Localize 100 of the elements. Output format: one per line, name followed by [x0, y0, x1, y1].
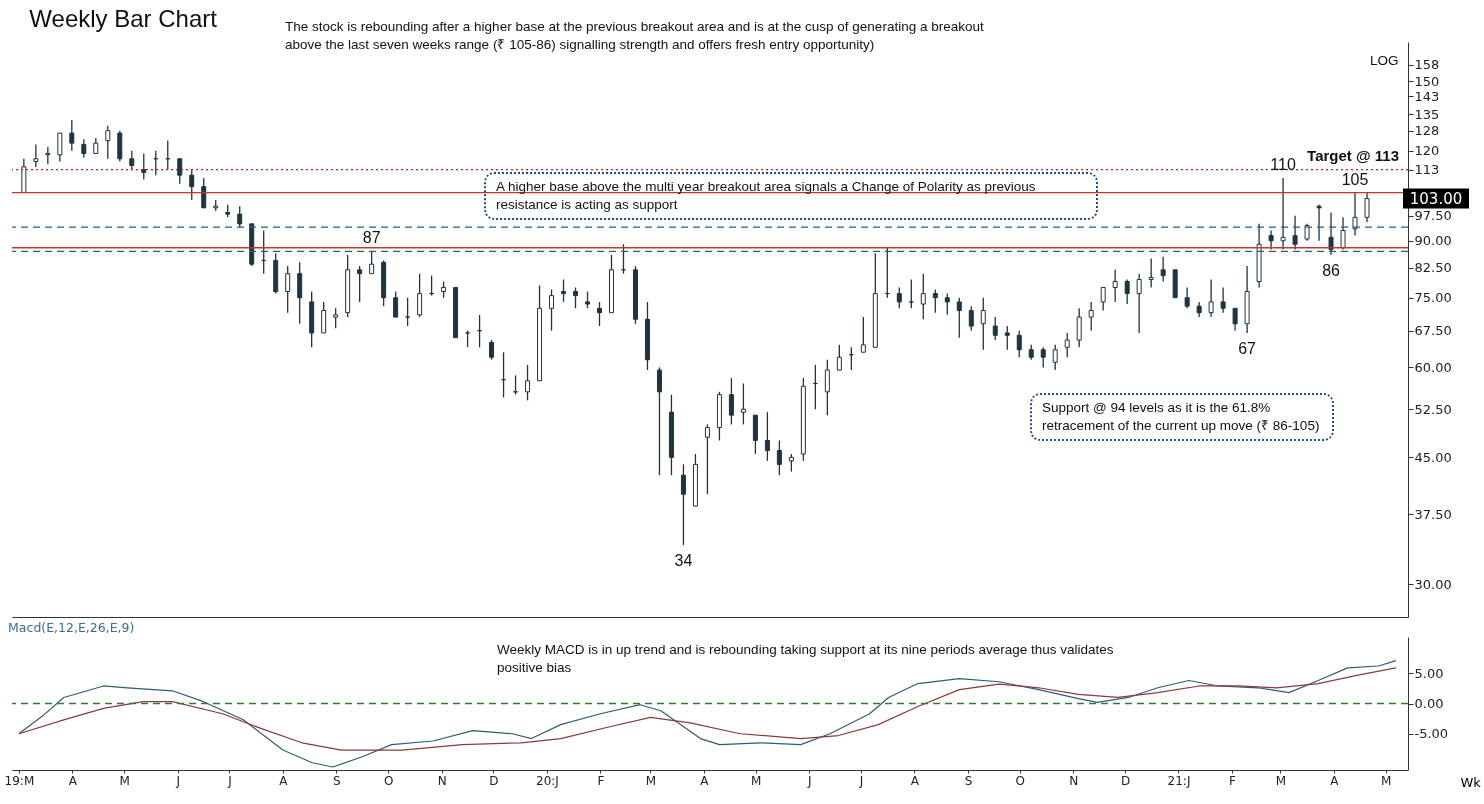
candlestick [1340, 216, 1346, 251]
x-tick-label: A [279, 773, 289, 788]
candlestick [836, 344, 842, 371]
candlestick [525, 364, 531, 402]
candlestick [357, 265, 363, 303]
candlestick [1064, 332, 1070, 358]
candlestick [549, 288, 555, 332]
candlestick [944, 292, 950, 316]
candlestick [1160, 256, 1166, 283]
chart-title: Weekly Bar Chart [29, 5, 218, 32]
candlestick [860, 316, 866, 353]
candlestick [1016, 330, 1022, 358]
candlestick [704, 423, 710, 495]
candlestick [1292, 215, 1298, 251]
candlestick [237, 205, 243, 228]
candlestick [1136, 273, 1142, 334]
y-tick-label: -5.00 [1414, 726, 1449, 742]
y-tick-label: 82.50 [1414, 260, 1452, 276]
candlestick [764, 411, 770, 462]
candlestick [405, 297, 411, 327]
candlestick [1232, 307, 1238, 332]
candlestick [932, 288, 938, 314]
candlestick [1052, 344, 1058, 371]
candlestick [69, 119, 75, 152]
x-tick-label: F [1229, 773, 1237, 788]
x-tick-label: O [1015, 773, 1025, 788]
candlestick [1352, 191, 1358, 237]
x-tick-label: S [964, 773, 973, 788]
x-tick-label: J [806, 773, 812, 788]
candlestick [201, 177, 207, 209]
y-tick-label: 45.00 [1414, 449, 1452, 465]
candlestick [57, 132, 63, 163]
candlestick [1268, 229, 1274, 251]
x-tick-label: 20:J [536, 773, 559, 788]
x-tick-label: D [1120, 773, 1131, 788]
chart-title: Macd(E,12,E,26,E,9) [8, 619, 135, 635]
x-tick-label: A [910, 773, 920, 788]
x-tick-label: S [333, 773, 341, 788]
annotation: 110 [1270, 156, 1296, 174]
candlestick [968, 305, 974, 332]
candlestick [980, 297, 986, 351]
annotation: 34 [674, 551, 693, 569]
candlestick [1040, 346, 1046, 369]
candlestick [141, 152, 147, 181]
candlestick [680, 463, 686, 546]
x-axis-title: Wk [1460, 774, 1482, 790]
candlestick [1112, 269, 1118, 303]
x-tick-label: N [437, 773, 447, 788]
candlestick [189, 168, 195, 201]
x-tick-label: A [68, 773, 78, 788]
candlestick [573, 286, 579, 309]
y-tick-label: 37.50 [1414, 506, 1452, 522]
y-tick-label: 158 [1414, 57, 1440, 73]
x-tick-label: A [700, 773, 710, 788]
candlestick [177, 158, 183, 185]
candlestick [417, 273, 423, 318]
y-tick-label: 75.00 [1414, 290, 1452, 306]
candlestick [597, 301, 602, 327]
candlestick [1148, 257, 1154, 289]
y-tick-label: 143 [1414, 88, 1440, 104]
candlestick [489, 339, 495, 361]
y-tick-label: 30.00 [1414, 576, 1452, 592]
candlestick [740, 382, 746, 426]
x-tick-label: 19:M [4, 773, 35, 788]
x-tick-label: M [1275, 773, 1286, 788]
x-tick-label: M [751, 773, 762, 788]
candlestick [321, 301, 327, 334]
y-tick-label: 67.50 [1414, 323, 1452, 339]
candlestick [33, 143, 39, 168]
candlestick [1124, 278, 1130, 305]
candlestick [1280, 177, 1286, 251]
candlestick [992, 316, 998, 341]
candlestick [1364, 191, 1370, 223]
candlestick [824, 359, 830, 416]
candlestick [369, 250, 375, 275]
x-tick-label: J [175, 773, 180, 788]
x-tick-label: D [489, 773, 499, 788]
y-tick-label: 113 [1414, 162, 1440, 178]
callout-box: A higher base above the multi year breakout area signals a Change of Polarity as previous resistance is acting as support [484, 172, 1098, 221]
candlestick [728, 377, 734, 426]
candlestick [1328, 211, 1334, 256]
annotation: 67 [1238, 339, 1257, 357]
candlestick [776, 439, 782, 476]
candlestick [393, 290, 399, 318]
candlestick [896, 286, 902, 309]
y-tick-label: 150 [1414, 73, 1440, 89]
annotation: LOG [1370, 52, 1400, 70]
annotation: 105 [1341, 170, 1369, 188]
x-tick-label: M [119, 773, 130, 788]
candlestick [81, 138, 87, 159]
candlestick [908, 278, 914, 309]
candlestick [1208, 278, 1214, 318]
candlestick [1004, 325, 1010, 351]
annotation: 103.00 [1409, 189, 1463, 208]
x-tick-label: 21:J [1167, 773, 1191, 788]
y-tick-label: 90.00 [1414, 233, 1452, 249]
candlestick [561, 278, 567, 303]
candlestick [1220, 286, 1226, 314]
x-tick-label: M [645, 773, 657, 788]
line-series [18, 659, 1397, 768]
